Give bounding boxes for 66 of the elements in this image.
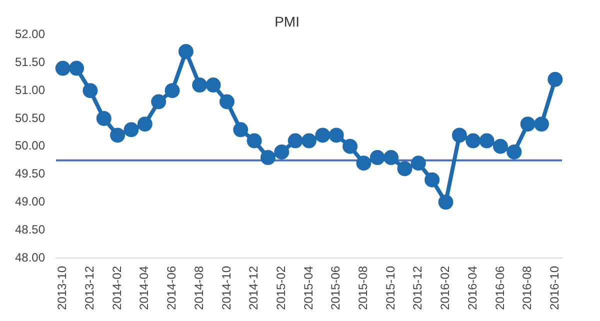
point (124, 122, 139, 138)
point (82, 83, 98, 98)
y-tick-label: 49.50 (15, 166, 46, 181)
point (452, 128, 467, 143)
y-tick-label: 48.50 (15, 222, 46, 236)
point (246, 133, 262, 148)
x-tick-label: 2014-06 (164, 266, 179, 310)
point (69, 60, 84, 76)
x-tick-label: 2014-12 (246, 266, 261, 310)
point (260, 150, 276, 166)
point (506, 144, 522, 160)
x-tick-label: 2016-10 (547, 266, 562, 310)
point (110, 128, 126, 143)
point (370, 150, 385, 166)
point (356, 156, 372, 171)
point (548, 72, 563, 87)
point (410, 156, 426, 171)
point (137, 116, 152, 132)
point (424, 172, 440, 188)
point (479, 133, 494, 148)
chart-title: PMI (274, 13, 300, 30)
x-tick-label: 2014-08 (192, 266, 206, 310)
x-tick-label: 2014-02 (110, 266, 124, 310)
point (192, 78, 208, 93)
x-tick-label: 2016-04 (465, 266, 480, 310)
x-tick-label: 2015-12 (410, 266, 425, 310)
point (96, 110, 112, 126)
y-tick-label: 51.50 (15, 55, 46, 70)
y-tick-label: 49.00 (15, 194, 46, 208)
point (315, 128, 330, 143)
point (342, 138, 358, 154)
x-tick-label: 2015-02 (274, 266, 288, 310)
point (534, 116, 549, 132)
y-tick-label: 50.00 (15, 138, 46, 153)
point (151, 94, 166, 110)
x-tick-label: 2016-08 (520, 266, 534, 310)
y-tick-label: 51.00 (15, 82, 46, 97)
point (302, 133, 317, 148)
x-tick-label: 2016-02 (438, 266, 452, 310)
point (219, 94, 234, 110)
point (397, 161, 412, 176)
y-tick-label: 50.50 (15, 110, 46, 125)
x-tick-label: 2015-10 (383, 266, 398, 310)
point (492, 138, 508, 154)
point (328, 128, 344, 143)
point (55, 60, 70, 76)
y-tick-label: 52.00 (15, 27, 46, 42)
point (520, 116, 536, 132)
x-tick-label: 2014-10 (219, 266, 234, 310)
x-tick-label: 2013-10 (55, 266, 70, 310)
point (274, 144, 290, 160)
point (178, 44, 194, 60)
x-tick-label: 2013-12 (82, 266, 97, 310)
point (206, 78, 221, 93)
point (466, 133, 481, 148)
x-tick-label: 2015-06 (328, 266, 343, 310)
point (384, 150, 399, 166)
x-tick-label: 2015-04 (301, 266, 316, 310)
x-tick-label: 2016-06 (492, 266, 507, 310)
x-tick-label: 2015-08 (356, 266, 370, 310)
point (164, 83, 180, 98)
x-tick-label: 2014-04 (137, 266, 152, 310)
point (438, 194, 454, 210)
point (288, 133, 303, 148)
point (233, 122, 248, 138)
y-tick-label: 48.00 (15, 250, 46, 264)
